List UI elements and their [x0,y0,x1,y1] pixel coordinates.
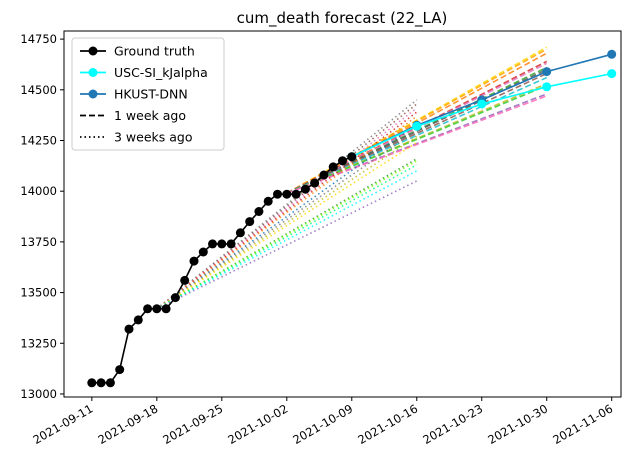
data-point-ground-truth [189,256,199,266]
x-tick-label: 2021-09-11 [30,401,95,447]
legend: Ground truth USC-SI_kJalpha HKUST-DNN 1 wee… [71,37,225,151]
data-point-ground-truth [282,189,292,199]
forecast-line-20 [156,135,418,310]
legend-label: USC-SI_kJalpha [114,65,208,80]
y-axis: 13000 13250 13500 13750 14000 14250 14500 14750 [20,32,64,401]
forecast-line-21 [156,141,418,310]
x-tick-label: 2021-10-30 [485,401,550,447]
forecast-line-26 [156,180,418,310]
data-point-ground-truth [143,304,153,314]
legend-box [71,37,225,151]
x-tick-label: 2021-09-25 [160,401,225,447]
data-point-ground-truth [217,239,227,249]
x-tick-label: 2021-11-06 [550,401,615,447]
y-tick-label: 13750 [20,235,57,249]
legend-label: HKUST-DNN [114,87,188,102]
data-point-usc-si-kjalpha [477,99,487,109]
data-point-ground-truth [226,239,236,249]
data-point-usc-si-kjalpha [412,121,422,131]
legend-label: 1 week ago [114,108,186,123]
x-tick-label: 2021-10-09 [290,401,355,447]
x-tick-label: 2021-10-02 [225,401,290,447]
y-tick-label: 13250 [20,336,57,350]
data-point-ground-truth [300,184,310,194]
forecast-line-19 [156,129,418,310]
data-point-ground-truth [133,315,143,325]
forecast-line-24 [156,164,418,310]
data-point-ground-truth [152,304,162,314]
data-point-ground-truth [198,247,208,257]
forecast-line-13 [156,99,418,310]
data-point-ground-truth [115,365,125,375]
data-point-ground-truth [338,156,347,166]
data-point-hkust-dnn [542,67,552,77]
data-point-ground-truth [310,178,320,188]
data-point-ground-truth [124,324,134,334]
x-tick-label: 2021-10-23 [420,401,485,447]
data-point-ground-truth [208,239,217,249]
legend-label: Ground truth [114,44,195,59]
chart-title: cum_death forecast (22_LA) [237,9,448,28]
series-line-usc-si-kjalpha [351,72,612,158]
data-point-ground-truth [254,207,264,216]
forecast-line-12 [286,95,547,194]
y-tick-label: 14000 [20,184,57,198]
data-point-ground-truth [273,189,282,199]
legend-swatch-marker [88,89,98,99]
y-tick-label: 13500 [20,286,57,300]
data-point-ground-truth [328,162,338,172]
forecast-line-10 [286,84,548,194]
legend-swatch-marker [88,68,98,77]
data-point-ground-truth [96,378,106,388]
x-tick-label: 2021-09-18 [95,401,160,447]
data-point-ground-truth [291,189,301,199]
y-tick-label: 14250 [20,133,57,147]
data-point-usc-si-kjalpha [607,69,617,79]
x-tick-label: 2021-10-16 [355,401,420,447]
forecast-line-23 [156,160,418,310]
data-point-ground-truth [319,170,329,180]
data-point-ground-truth [170,293,180,303]
series-line-ground-truth [91,155,353,384]
legend-label: 3 weeks ago [114,130,193,145]
data-point-hkust-dnn [607,49,617,59]
y-tick-label: 14500 [20,83,57,97]
data-point-ground-truth [105,378,115,388]
y-tick-label: 13000 [20,387,57,401]
data-point-ground-truth [87,378,97,388]
data-point-ground-truth [180,275,190,285]
x-axis: 2021-09-11 2021-09-18 2021-09-25 2021-10-02… [30,397,615,447]
data-point-ground-truth [263,196,273,206]
forecast-line-18 [156,123,418,310]
data-point-ground-truth [245,217,255,227]
legend-swatch-marker [88,46,98,56]
data-point-ground-truth [235,228,245,238]
forecast-line-8 [286,76,548,194]
y-tick-label: 14750 [20,32,57,46]
data-point-ground-truth [161,304,171,314]
data-point-usc-si-kjalpha [542,82,552,92]
data-point-ground-truth [347,152,357,162]
series-layer [87,49,617,388]
plot-area-frame [63,30,622,398]
